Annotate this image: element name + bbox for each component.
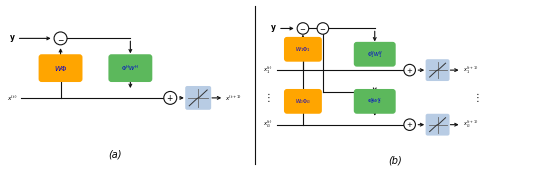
Text: (a): (a) [109, 149, 122, 159]
Text: $x_1^{(t+1)}$: $x_1^{(t+1)}$ [462, 64, 478, 76]
Circle shape [54, 32, 67, 45]
Text: $x^{(t)}$: $x^{(t)}$ [7, 93, 17, 103]
Text: $\mathbf{y}$: $\mathbf{y}$ [9, 33, 15, 44]
FancyBboxPatch shape [109, 54, 152, 82]
Text: $W_1\Phi_1$: $W_1\Phi_1$ [295, 45, 311, 54]
Circle shape [297, 23, 308, 34]
Text: $W\Phi$: $W\Phi$ [54, 64, 68, 73]
Text: $-$: $-$ [319, 26, 327, 31]
Text: $-$: $-$ [57, 34, 64, 43]
Text: $x_G^{(t)}$: $x_G^{(t)}$ [263, 119, 272, 130]
Text: $+$: $+$ [167, 93, 174, 103]
Circle shape [164, 91, 177, 104]
FancyBboxPatch shape [426, 59, 449, 81]
FancyBboxPatch shape [426, 114, 449, 136]
Text: $\Phi^H W^H$: $\Phi^H W^H$ [121, 63, 139, 73]
FancyBboxPatch shape [185, 86, 211, 110]
Text: $\Phi_G^N W_G^N$: $\Phi_G^N W_G^N$ [367, 96, 382, 107]
FancyBboxPatch shape [284, 37, 322, 62]
Text: $\mathbf{y}$: $\mathbf{y}$ [270, 23, 277, 34]
Text: (b): (b) [388, 155, 401, 165]
Text: $+$: $+$ [406, 66, 413, 75]
Text: $x^{(t+1)}$: $x^{(t+1)}$ [225, 93, 242, 103]
FancyBboxPatch shape [39, 54, 82, 82]
Text: $\vdots$: $\vdots$ [263, 91, 271, 104]
Circle shape [404, 119, 416, 130]
Text: $x_1^{(t)}$: $x_1^{(t)}$ [263, 64, 272, 76]
Text: $+$: $+$ [406, 120, 413, 129]
FancyBboxPatch shape [354, 42, 396, 67]
Circle shape [404, 64, 416, 76]
FancyBboxPatch shape [284, 89, 322, 114]
Text: $-$: $-$ [299, 26, 306, 31]
Text: $\Phi_1^N W_1^N$: $\Phi_1^N W_1^N$ [366, 49, 383, 60]
Circle shape [317, 23, 329, 34]
Text: $\vdots$: $\vdots$ [472, 91, 479, 104]
Text: $W_G\Phi_G$: $W_G\Phi_G$ [295, 97, 311, 106]
Text: $x_G^{(t+1)}$: $x_G^{(t+1)}$ [462, 119, 478, 130]
FancyBboxPatch shape [354, 89, 396, 114]
